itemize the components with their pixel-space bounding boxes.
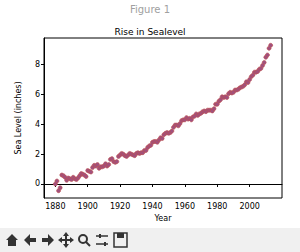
svg-text:6: 6	[35, 90, 40, 99]
svg-text:0: 0	[35, 179, 40, 188]
svg-text:2000: 2000	[239, 202, 259, 211]
svg-text:1880: 1880	[45, 202, 65, 211]
svg-text:1920: 1920	[110, 202, 130, 211]
svg-text:1940: 1940	[142, 202, 162, 211]
svg-text:Sea Level (inches): Sea Level (inches)	[14, 81, 23, 154]
html-text:Figure 1: Figure 1	[130, 4, 170, 15]
svg-text:8: 8	[35, 60, 40, 69]
svg-text:1900: 1900	[78, 202, 98, 211]
svg-text:1980: 1980	[207, 202, 227, 211]
svg-text:2: 2	[35, 150, 40, 159]
svg-text:Year: Year	[154, 214, 173, 223]
svg-text:1960: 1960	[175, 202, 195, 211]
svg-text:4: 4	[35, 120, 40, 129]
svg-text:Rise in Sealevel: Rise in Sealevel	[114, 27, 185, 37]
